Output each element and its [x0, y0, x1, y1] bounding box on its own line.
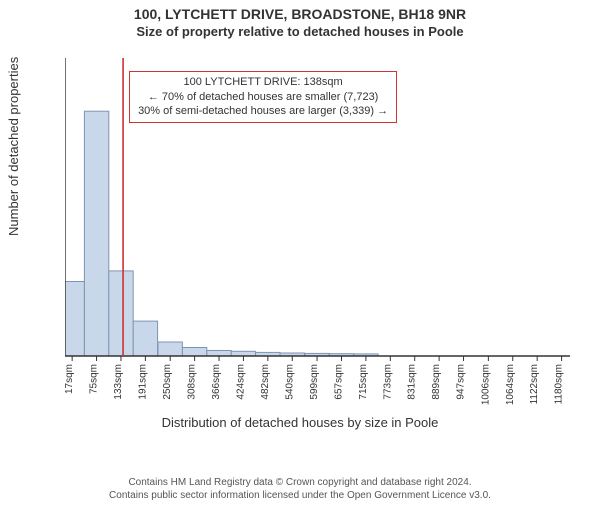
title-sub: Size of property relative to detached ho…	[0, 24, 600, 39]
histogram-bar	[65, 282, 84, 357]
histogram-bar	[231, 351, 255, 356]
x-tick-label: 773sqm	[382, 364, 393, 400]
x-tick-label: 75sqm	[89, 364, 100, 394]
histogram-bar	[207, 351, 231, 357]
x-tick-label: 482sqm	[260, 364, 271, 400]
x-tick-label: 1180sqm	[554, 364, 565, 404]
histogram-bar	[158, 342, 182, 356]
histogram-bar	[109, 271, 133, 356]
copyright-notice: Contains HM Land Registry data © Crown c…	[0, 476, 600, 502]
infobox-line3: 30% of semi-detached houses are larger (…	[138, 104, 388, 119]
x-tick-label: 424sqm	[235, 364, 246, 400]
histogram-bar	[182, 348, 206, 357]
y-axis-label: Number of detached properties	[6, 57, 21, 236]
histogram-bar	[84, 111, 108, 356]
x-axis-label: Distribution of detached houses by size …	[0, 415, 600, 430]
x-tick-label: 831sqm	[407, 364, 418, 400]
x-tick-label: 1122sqm	[529, 364, 540, 404]
x-tick-label: 889sqm	[431, 364, 442, 400]
copyright-line2: Contains public sector information licen…	[0, 489, 600, 502]
title-main: 100, LYTCHETT DRIVE, BROADSTONE, BH18 9N…	[0, 6, 600, 22]
x-tick-label: 1006sqm	[480, 364, 491, 405]
x-tick-label: 366sqm	[211, 364, 222, 400]
x-tick-label: 657sqm	[333, 364, 344, 400]
x-tick-label: 308sqm	[187, 364, 198, 400]
infobox-line2: ← 70% of detached houses are smaller (7,…	[138, 90, 388, 105]
copyright-line1: Contains HM Land Registry data © Crown c…	[0, 476, 600, 489]
x-tick-label: 947sqm	[456, 364, 467, 400]
x-tick-label: 133sqm	[113, 364, 124, 400]
property-info-box: 100 LYTCHETT DRIVE: 138sqm ← 70% of deta…	[129, 71, 397, 124]
infobox-line1: 100 LYTCHETT DRIVE: 138sqm	[138, 75, 388, 90]
x-tick-label: 540sqm	[284, 364, 295, 400]
histogram-bar	[133, 321, 157, 356]
x-tick-label: 599sqm	[309, 364, 320, 400]
x-tick-label: 17sqm	[65, 364, 75, 394]
x-tick-label: 715sqm	[358, 364, 369, 400]
x-tick-label: 250sqm	[162, 364, 173, 400]
x-tick-label: 191sqm	[137, 364, 148, 400]
x-tick-label: 1064sqm	[505, 364, 516, 405]
